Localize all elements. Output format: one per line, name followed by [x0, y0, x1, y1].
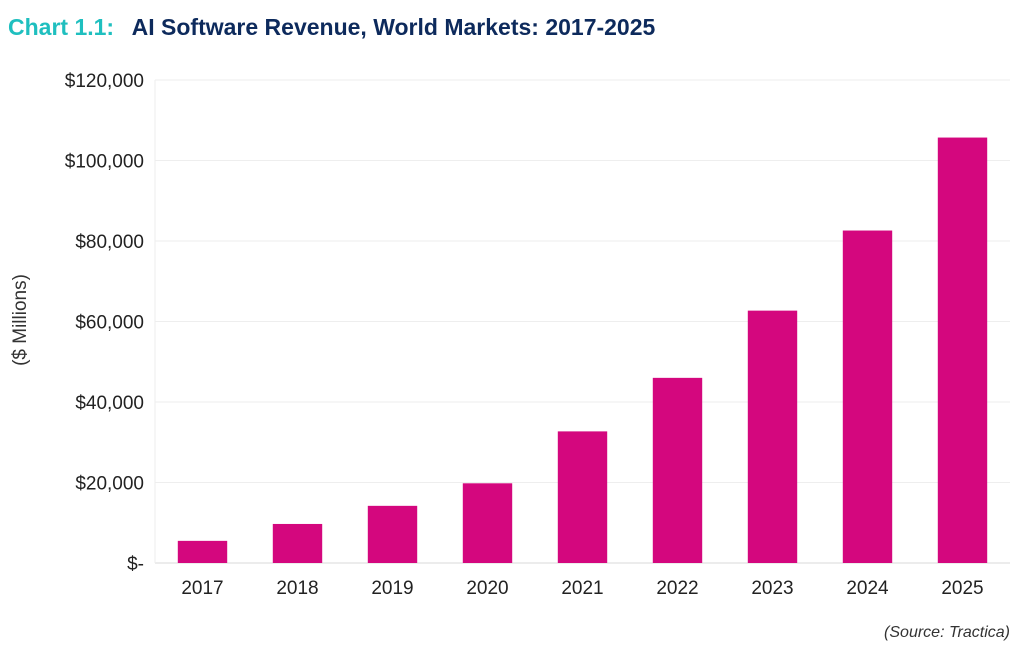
bar-2022 — [652, 377, 703, 563]
x-axis-ticks: 2017 2018 2019 2020 2021 2022 2023 2024 2025 — [181, 578, 983, 599]
y-tick-label: $80,000 — [75, 232, 144, 253]
x-tick-label: 2025 — [941, 578, 983, 599]
y-tick-label: $60,000 — [75, 313, 144, 334]
x-tick-label: 2021 — [561, 578, 603, 599]
y-tick-label: $120,000 — [65, 71, 144, 92]
bar-2017 — [177, 540, 228, 563]
y-tick-label: $20,000 — [75, 474, 144, 495]
bar-2020 — [462, 483, 513, 563]
bar-2023 — [747, 310, 798, 563]
y-tick-label: $100,000 — [65, 152, 144, 173]
y-axis-label: ($ Millions) — [10, 274, 31, 366]
source-note: (Source: Tractica) — [884, 624, 1010, 641]
x-tick-label: 2024 — [846, 578, 889, 599]
x-tick-label: 2019 — [371, 578, 413, 599]
bar-2018 — [272, 523, 323, 563]
y-tick-label: $- — [127, 554, 144, 575]
bar-2025 — [937, 137, 988, 563]
bars — [177, 137, 988, 563]
x-tick-label: 2020 — [466, 578, 508, 599]
y-tick-label: $40,000 — [75, 393, 144, 414]
chart-title: AI Software Revenue, World Markets: 2017… — [131, 14, 656, 40]
x-tick-label: 2023 — [751, 578, 793, 599]
bar-2021 — [557, 431, 608, 563]
bar-2019 — [367, 505, 418, 563]
bar-2024 — [842, 230, 893, 563]
y-axis-ticks: $- $20,000 $40,000 $60,000 $80,000 $100,000 $1… — [65, 71, 144, 575]
chart-number: Chart 1.1: — [8, 14, 115, 40]
x-tick-label: 2017 — [181, 578, 223, 599]
x-tick-label: 2022 — [656, 578, 698, 599]
chart-title-row: Chart 1.1: AI Software Revenue, World Ma… — [8, 14, 655, 41]
x-tick-label: 2018 — [276, 578, 318, 599]
